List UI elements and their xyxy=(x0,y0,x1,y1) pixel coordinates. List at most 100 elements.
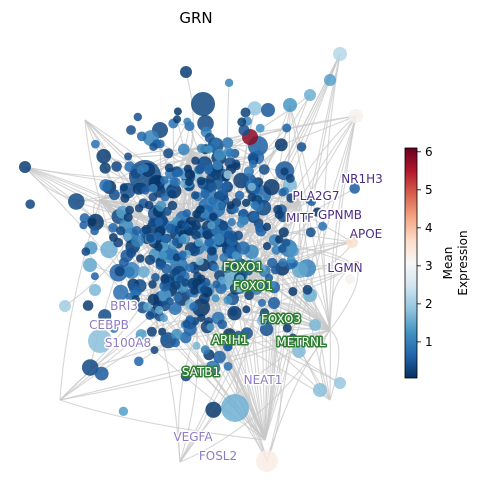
gene-node xyxy=(87,217,97,227)
gene-node xyxy=(302,211,312,220)
gene-node xyxy=(154,242,163,251)
gene-node xyxy=(180,66,192,78)
gene-node xyxy=(304,195,313,204)
gene-node xyxy=(81,247,91,256)
gene-node xyxy=(131,295,140,304)
gene-node xyxy=(230,234,239,243)
gene-node xyxy=(90,272,99,281)
gene-node xyxy=(125,205,134,215)
gene-node xyxy=(134,356,144,367)
gene-node xyxy=(263,179,280,196)
network-edge xyxy=(154,349,266,441)
network-edges xyxy=(24,53,359,463)
gene-node xyxy=(211,294,220,303)
gene-node xyxy=(155,260,166,270)
gene-node xyxy=(108,223,118,233)
gene-node xyxy=(123,212,133,222)
gene-node xyxy=(221,181,231,190)
gene-node xyxy=(227,218,236,227)
gene-node xyxy=(159,314,168,323)
gene-node xyxy=(99,162,111,174)
gene-node xyxy=(96,149,111,164)
gene-node xyxy=(313,383,327,397)
gene-node xyxy=(134,204,144,213)
gene-node xyxy=(162,206,172,216)
gene-node xyxy=(178,250,187,259)
gene-node xyxy=(245,259,254,268)
gene-node xyxy=(191,191,200,200)
gene-node xyxy=(185,263,194,273)
gene-node xyxy=(218,220,229,231)
gene-node xyxy=(151,273,160,282)
gene-node xyxy=(191,92,215,116)
gene-node xyxy=(255,123,265,133)
gene-node xyxy=(215,191,224,200)
gene-label: S100A8 xyxy=(105,336,151,350)
gene-node xyxy=(189,302,199,312)
gene-node xyxy=(165,297,174,306)
gene-node xyxy=(68,193,85,210)
gene-node xyxy=(202,230,212,240)
gene-node xyxy=(278,258,288,267)
gene-node xyxy=(255,223,265,233)
gene-node xyxy=(149,142,158,151)
gene-node xyxy=(309,319,321,331)
gene-node xyxy=(207,221,216,230)
gene-node xyxy=(205,360,221,376)
network-edge xyxy=(185,71,194,151)
gene-node xyxy=(183,117,192,126)
gene-node xyxy=(144,254,156,265)
gene-node xyxy=(148,217,158,228)
gene-node xyxy=(270,265,280,275)
colorbar-ticks: 1 2 3 4 5 6 xyxy=(417,145,433,349)
gene-node xyxy=(304,89,316,101)
gene-node xyxy=(211,263,220,272)
gene-node xyxy=(150,346,159,355)
gene-node xyxy=(312,207,323,217)
gene-node xyxy=(213,350,226,364)
network-edge xyxy=(179,199,301,463)
gene-label: GPNMB xyxy=(318,208,362,222)
gene-node xyxy=(180,371,192,382)
gene-node xyxy=(247,193,257,202)
colorbar-label: MeanExpression xyxy=(441,230,470,295)
gene-node xyxy=(249,212,259,222)
gene-node xyxy=(144,200,154,210)
gene-node xyxy=(123,232,132,241)
gene-node xyxy=(258,298,266,307)
gene-node xyxy=(176,275,185,284)
gene-node xyxy=(333,47,347,61)
gene-node xyxy=(196,143,207,153)
gene-node xyxy=(229,308,238,317)
gene-node xyxy=(160,274,170,284)
gene-node xyxy=(282,323,292,333)
gene-node xyxy=(256,315,267,326)
gene-node xyxy=(160,234,169,244)
gene-node xyxy=(120,193,130,203)
network-edge xyxy=(24,166,331,331)
gene-node xyxy=(240,107,251,118)
gene-node xyxy=(196,176,206,186)
gene-node xyxy=(126,125,136,135)
gene-label: FOXO1 xyxy=(223,260,263,274)
gene-label: APOE xyxy=(350,227,382,241)
gene-node xyxy=(302,284,313,295)
network-edge xyxy=(329,115,357,331)
gene-node xyxy=(158,250,168,260)
gene-node xyxy=(244,266,253,276)
gene-node xyxy=(116,226,126,236)
gene-node xyxy=(282,238,291,247)
gene-node xyxy=(135,329,147,341)
gene-node xyxy=(264,273,274,283)
gene-node xyxy=(247,182,256,192)
gene-node xyxy=(124,152,133,161)
gene-node xyxy=(158,327,167,336)
gene-node xyxy=(194,238,204,247)
gene-node xyxy=(217,319,227,330)
gene-node xyxy=(219,253,229,262)
gene-node xyxy=(160,192,170,202)
gene-node xyxy=(243,166,254,177)
gene-label: NR1H3 xyxy=(341,172,383,186)
gene-node xyxy=(249,282,263,295)
